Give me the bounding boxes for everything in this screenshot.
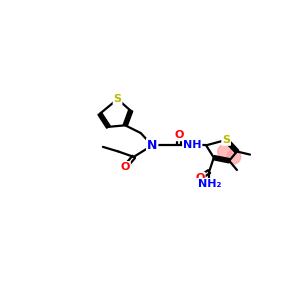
Circle shape (218, 145, 232, 158)
Circle shape (227, 150, 241, 164)
Text: N: N (147, 139, 158, 152)
Text: NH: NH (183, 140, 202, 150)
Text: NH₂: NH₂ (197, 179, 221, 189)
Text: S: S (114, 94, 122, 104)
Text: S: S (222, 135, 230, 145)
Text: O: O (121, 162, 130, 172)
Text: O: O (175, 130, 184, 140)
Text: O: O (195, 173, 205, 183)
